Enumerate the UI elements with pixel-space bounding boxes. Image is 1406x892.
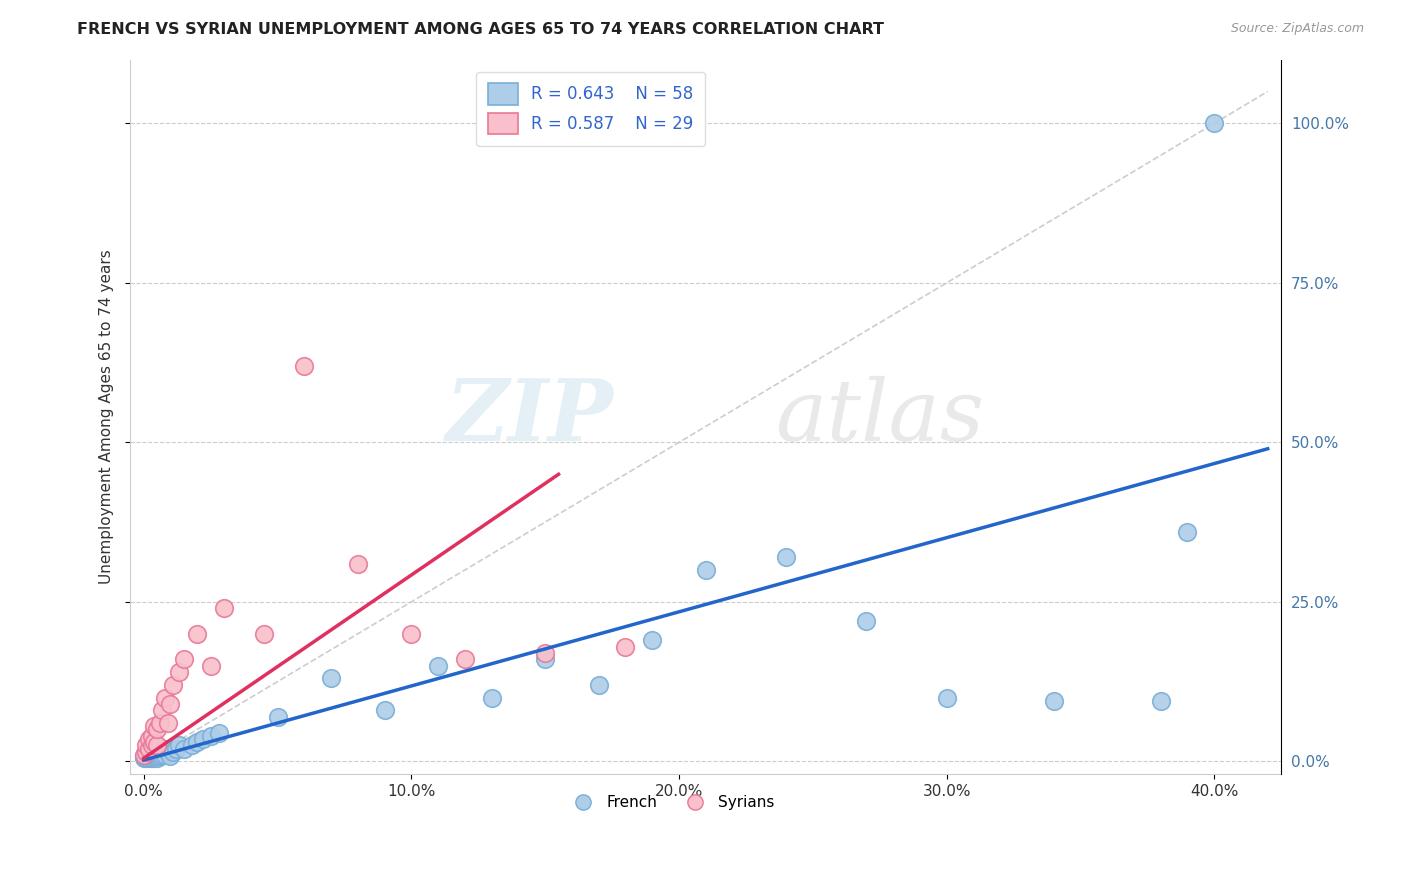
Point xyxy=(1177,524,1199,539)
Point xyxy=(208,725,231,739)
Point xyxy=(935,690,957,705)
Point xyxy=(159,697,181,711)
Point xyxy=(146,741,169,756)
Point xyxy=(135,745,157,759)
Point xyxy=(614,640,637,654)
Point xyxy=(141,739,163,753)
Point xyxy=(132,749,155,764)
Point xyxy=(454,652,477,666)
Point xyxy=(156,745,179,759)
Point xyxy=(212,601,235,615)
Y-axis label: Unemployment Among Ages 65 to 74 years: Unemployment Among Ages 65 to 74 years xyxy=(100,250,114,584)
Point xyxy=(146,747,169,761)
Point xyxy=(146,723,169,737)
Text: ZIP: ZIP xyxy=(446,376,613,458)
Point xyxy=(481,690,503,705)
Point xyxy=(153,690,176,705)
Point xyxy=(162,678,184,692)
Point xyxy=(138,732,160,747)
Point xyxy=(149,716,172,731)
Point xyxy=(588,678,610,692)
Point xyxy=(143,745,166,759)
Point xyxy=(775,550,797,565)
Point xyxy=(146,751,169,765)
Point xyxy=(143,719,166,733)
Point xyxy=(135,747,157,762)
Point xyxy=(135,750,157,764)
Point xyxy=(319,672,342,686)
Point xyxy=(167,665,190,679)
Point xyxy=(167,739,190,753)
Point xyxy=(534,646,557,660)
Point xyxy=(138,741,160,756)
Point xyxy=(146,749,169,764)
Point xyxy=(152,747,174,762)
Point xyxy=(149,749,172,764)
Point xyxy=(143,747,166,762)
Point xyxy=(165,741,187,756)
Point xyxy=(153,741,176,756)
Point xyxy=(159,741,181,756)
Point xyxy=(427,658,450,673)
Point xyxy=(855,614,877,628)
Point xyxy=(200,658,222,673)
Point xyxy=(401,627,423,641)
Point xyxy=(191,732,214,747)
Point xyxy=(156,716,179,731)
Point xyxy=(141,747,163,762)
Point xyxy=(135,751,157,765)
Text: atlas: atlas xyxy=(775,376,984,458)
Point xyxy=(146,739,169,753)
Point xyxy=(135,747,157,761)
Point xyxy=(180,739,202,753)
Point xyxy=(143,751,166,765)
Point xyxy=(186,627,208,641)
Point xyxy=(186,735,208,749)
Point xyxy=(374,703,396,717)
Point xyxy=(135,745,157,759)
Point xyxy=(138,749,160,764)
Point xyxy=(266,709,288,723)
Point xyxy=(152,703,174,717)
Point xyxy=(1204,116,1226,130)
Text: Source: ZipAtlas.com: Source: ZipAtlas.com xyxy=(1230,22,1364,36)
Point xyxy=(138,747,160,762)
Point xyxy=(141,751,163,765)
Point xyxy=(132,747,155,762)
Point xyxy=(143,735,166,749)
Point xyxy=(141,749,163,764)
Point xyxy=(138,745,160,759)
Legend: French, Syrians: French, Syrians xyxy=(562,789,780,816)
Point xyxy=(200,729,222,743)
Text: FRENCH VS SYRIAN UNEMPLOYMENT AMONG AGES 65 TO 74 YEARS CORRELATION CHART: FRENCH VS SYRIAN UNEMPLOYMENT AMONG AGES… xyxy=(77,22,884,37)
Point xyxy=(1150,694,1173,708)
Point xyxy=(162,745,184,759)
Point xyxy=(173,741,195,756)
Point xyxy=(695,563,717,577)
Point xyxy=(153,747,176,762)
Point xyxy=(141,729,163,743)
Point xyxy=(152,741,174,756)
Point xyxy=(1042,694,1064,708)
Point xyxy=(143,749,166,764)
Point xyxy=(132,751,155,765)
Point xyxy=(173,652,195,666)
Point xyxy=(141,745,163,759)
Point xyxy=(159,749,181,764)
Point xyxy=(138,747,160,761)
Point xyxy=(149,745,172,759)
Point xyxy=(534,652,557,666)
Point xyxy=(253,627,276,641)
Point xyxy=(641,633,664,648)
Point xyxy=(138,751,160,765)
Point xyxy=(292,359,315,373)
Point xyxy=(135,739,157,753)
Point xyxy=(346,557,368,571)
